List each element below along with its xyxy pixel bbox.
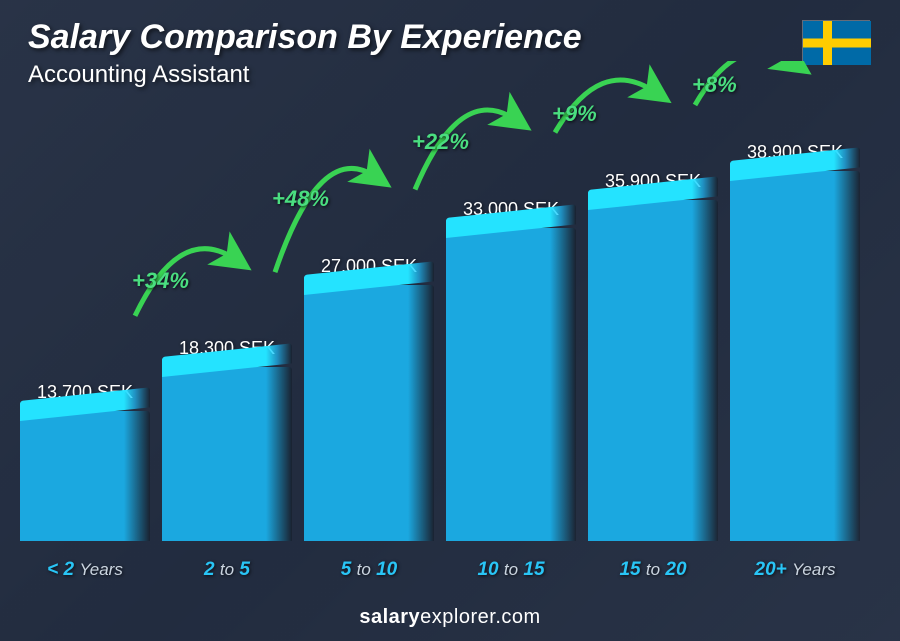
pct-increase-label: +22%: [412, 129, 469, 155]
bar-column: 33,000 SEK: [446, 199, 576, 542]
bar-column: 27,000 SEK: [304, 256, 434, 542]
x-axis-label: 15 to 20: [588, 559, 718, 581]
pct-increase-label: +34%: [132, 268, 189, 294]
bar: [304, 285, 434, 542]
pct-increase-label: +9%: [552, 101, 597, 127]
chart-subtitle: Accounting Assistant: [28, 61, 582, 89]
x-axis: < 2 Years 2 to 5 5 to 10 10 to 15 15 to 20 20…: [20, 559, 860, 581]
pct-increase-label: +8%: [692, 72, 737, 98]
pct-increase-label: +48%: [272, 186, 329, 212]
brand-bold: salary: [359, 606, 420, 628]
chart-title: Salary Comparison By Experience: [28, 18, 582, 57]
sweden-flag-icon: [802, 20, 870, 64]
bar-column: 13,700 SEK: [20, 382, 150, 541]
bar: [20, 411, 150, 541]
header: Salary Comparison By Experience Accounti…: [28, 18, 582, 89]
bar: [730, 171, 860, 541]
x-axis-label: 2 to 5: [162, 559, 292, 581]
bar-column: 35,900 SEK: [588, 171, 718, 541]
x-axis-label: < 2 Years: [20, 559, 150, 581]
bar: [588, 200, 718, 541]
bar: [446, 228, 576, 542]
x-axis-label: 5 to 10: [304, 559, 434, 581]
bar-column: 18,300 SEK: [162, 338, 292, 541]
bar-chart: 13,700 SEK18,300 SEK27,000 SEK33,000 SEK…: [20, 121, 860, 581]
x-axis-label: 20+ Years: [730, 559, 860, 581]
bars-container: 13,700 SEK18,300 SEK27,000 SEK33,000 SEK…: [20, 121, 860, 541]
x-axis-label: 10 to 15: [446, 559, 576, 581]
bar: [162, 367, 292, 541]
footer-brand: salaryexplorer.com: [0, 606, 900, 629]
bar-column: 38,900 SEK: [730, 142, 860, 541]
brand-rest: explorer.com: [420, 606, 541, 628]
